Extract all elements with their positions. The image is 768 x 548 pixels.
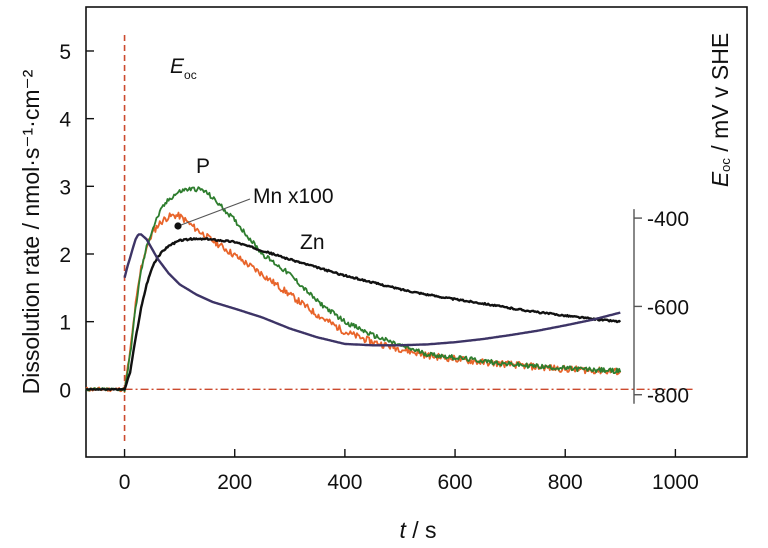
- series-label-mn: Mn x100: [253, 185, 334, 208]
- reference-guides: [123, 35, 695, 445]
- series-label-p: P: [196, 155, 210, 178]
- mn-label-leader: [180, 198, 251, 226]
- eoc-axis-title-sub: oc: [718, 158, 733, 172]
- series-labels: Eoc P Mn x100 Zn: [170, 55, 334, 254]
- y-tick-label-2: 2: [59, 244, 71, 267]
- x-tick-label-400: 400: [327, 471, 362, 494]
- series-line-eoc: [123, 233, 621, 347]
- eoc-tick-label-800: -800: [647, 385, 689, 408]
- y-tick-label-3: 3: [59, 176, 71, 199]
- series-line-mn: [85, 211, 621, 393]
- eoc-axis-title: Eoc / mV v SHE: [707, 33, 733, 187]
- x-tick-label-0: 0: [119, 471, 131, 494]
- series-line-p: [85, 186, 622, 393]
- eoc-axis-title-rest: / mV v SHE: [707, 33, 733, 158]
- series-label-eoc-italic: E: [170, 55, 185, 78]
- y-tick-label-1: 1: [59, 312, 71, 335]
- y-axis: 0 1 2 3 4 5: [59, 41, 94, 402]
- mn-label-dot: [174, 222, 182, 230]
- series-line-zn: [85, 237, 622, 391]
- x-axis-title: t / s: [399, 517, 436, 543]
- y-tick-label-0: 0: [59, 379, 71, 402]
- x-tick-label-1000: 1000: [652, 471, 699, 494]
- eoc-axis-title-italic: E: [707, 171, 733, 187]
- x-axis: 0 200 400 600 800 1000: [119, 449, 699, 494]
- eoc-axis: -400 -600 -800: [633, 208, 689, 408]
- y-axis-title: Dissolution rate / nmol·s⁻¹·cm⁻²: [18, 69, 44, 394]
- eoc-tick-label-600: -600: [647, 296, 689, 319]
- series-label-eoc: Eoc: [170, 55, 197, 82]
- series-label-zn: Zn: [300, 231, 325, 254]
- x-axis-title-rest: / s: [406, 517, 437, 543]
- plot-area: [85, 6, 748, 458]
- y-tick-label-5: 5: [59, 41, 71, 64]
- series-layer: [85, 186, 622, 393]
- eoc-tick-label-400: -400: [647, 208, 689, 231]
- y-tick-label-4: 4: [59, 109, 71, 132]
- series-label-eoc-sub: oc: [184, 68, 197, 82]
- x-tick-label-800: 800: [548, 471, 583, 494]
- x-tick-label-200: 200: [217, 471, 252, 494]
- x-tick-label-600: 600: [438, 471, 473, 494]
- x-axis-title-italic: t: [399, 517, 407, 543]
- plot-frame: [85, 6, 748, 458]
